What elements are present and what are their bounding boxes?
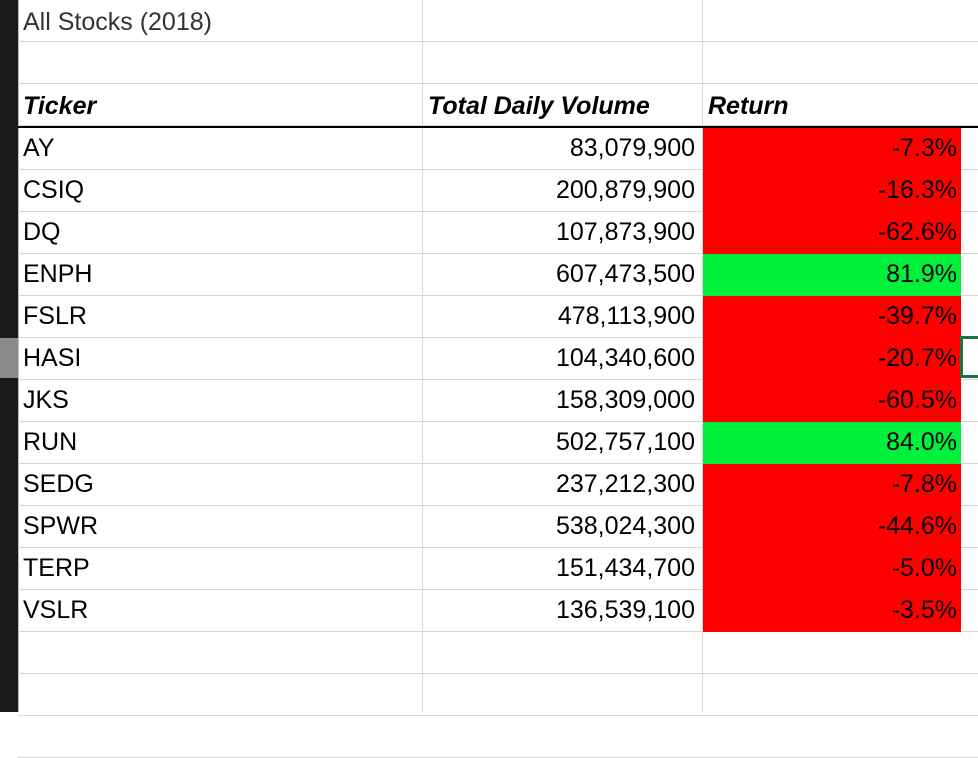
ticker-cell[interactable]: JKS xyxy=(23,386,69,414)
return-cell-fill xyxy=(703,212,961,254)
return-cell-fill xyxy=(703,380,961,422)
ticker-cell[interactable]: DQ xyxy=(23,218,61,246)
return-cell[interactable]: -60.5% xyxy=(877,386,957,414)
header-ticker[interactable]: Ticker xyxy=(23,92,97,120)
return-cell[interactable]: -20.7% xyxy=(877,344,957,372)
volume-cell[interactable]: 538,024,300 xyxy=(555,512,695,540)
return-cell-fill xyxy=(703,464,961,506)
ticker-cell[interactable]: HASI xyxy=(23,344,82,372)
gridline xyxy=(18,0,19,712)
return-cell[interactable]: -16.3% xyxy=(877,176,957,204)
gridline xyxy=(18,547,978,548)
volume-cell[interactable]: 200,879,900 xyxy=(555,176,695,204)
volume-cell[interactable]: 83,079,900 xyxy=(569,134,695,162)
return-cell-fill xyxy=(703,170,961,212)
return-cell-fill xyxy=(703,548,961,590)
return-cell[interactable]: 81.9% xyxy=(886,260,957,288)
header-total-daily-volume[interactable]: Total Daily Volume xyxy=(428,92,650,120)
spreadsheet-grid[interactable]: All Stocks (2018) Ticker Total Daily Vol… xyxy=(18,0,978,758)
ticker-cell[interactable]: ENPH xyxy=(23,260,93,288)
return-cell-fill xyxy=(703,254,961,296)
gridline xyxy=(18,337,978,338)
volume-cell[interactable]: 237,212,300 xyxy=(555,470,695,498)
ticker-cell[interactable]: CSIQ xyxy=(23,176,85,204)
row-header-strip[interactable] xyxy=(0,0,18,712)
return-cell[interactable]: -3.5% xyxy=(891,596,957,624)
return-cell[interactable]: -7.3% xyxy=(891,134,957,162)
return-cell[interactable]: -5.0% xyxy=(891,554,957,582)
volume-cell[interactable]: 136,539,100 xyxy=(555,596,695,624)
gridline xyxy=(18,211,978,212)
return-cell-fill xyxy=(703,128,961,170)
volume-cell[interactable]: 104,340,600 xyxy=(555,344,695,372)
return-cell-fill xyxy=(703,338,961,380)
gridline xyxy=(18,505,978,506)
return-cell-fill xyxy=(703,506,961,548)
active-cell-indicator xyxy=(960,336,978,378)
gridline xyxy=(18,421,978,422)
return-cell-fill xyxy=(703,422,961,464)
return-cell[interactable]: -39.7% xyxy=(877,302,957,330)
volume-cell[interactable]: 478,113,900 xyxy=(557,302,695,330)
return-cell-fill xyxy=(703,590,961,632)
gridline xyxy=(18,463,978,464)
volume-cell[interactable]: 107,873,900 xyxy=(555,218,695,246)
ticker-cell[interactable]: TERP xyxy=(23,554,90,582)
gridline xyxy=(18,295,978,296)
gridline xyxy=(18,631,978,632)
volume-cell[interactable]: 158,309,000 xyxy=(555,386,695,414)
volume-cell[interactable]: 151,434,700 xyxy=(555,554,695,582)
gridline xyxy=(702,0,703,712)
gridline xyxy=(18,589,978,590)
gridline xyxy=(18,125,978,126)
selected-row-indicator xyxy=(0,338,18,378)
ticker-cell[interactable]: RUN xyxy=(23,428,78,456)
header-return[interactable]: Return xyxy=(708,92,789,120)
ticker-cell[interactable]: SPWR xyxy=(23,512,98,540)
return-cell[interactable]: -44.6% xyxy=(877,512,957,540)
ticker-cell[interactable]: AY xyxy=(23,134,55,162)
gridline xyxy=(18,253,978,254)
gridline xyxy=(18,83,978,84)
return-cell[interactable]: -7.8% xyxy=(891,470,957,498)
sheet-title[interactable]: All Stocks (2018) xyxy=(23,8,212,36)
ticker-cell[interactable]: SEDG xyxy=(23,470,94,498)
ticker-cell[interactable]: VSLR xyxy=(23,596,89,624)
gridline xyxy=(18,673,978,674)
gridline xyxy=(18,41,978,42)
gridline xyxy=(18,169,978,170)
gridline xyxy=(18,379,978,380)
gridline xyxy=(422,0,423,712)
volume-cell[interactable]: 502,757,100 xyxy=(555,428,695,456)
gridline xyxy=(18,715,978,716)
header-bottom-border xyxy=(18,126,978,128)
volume-cell[interactable]: 607,473,500 xyxy=(555,260,695,288)
ticker-cell[interactable]: FSLR xyxy=(23,302,87,330)
return-cell-fill xyxy=(703,296,961,338)
return-cell[interactable]: -62.6% xyxy=(877,218,957,246)
return-cell[interactable]: 84.0% xyxy=(886,428,957,456)
